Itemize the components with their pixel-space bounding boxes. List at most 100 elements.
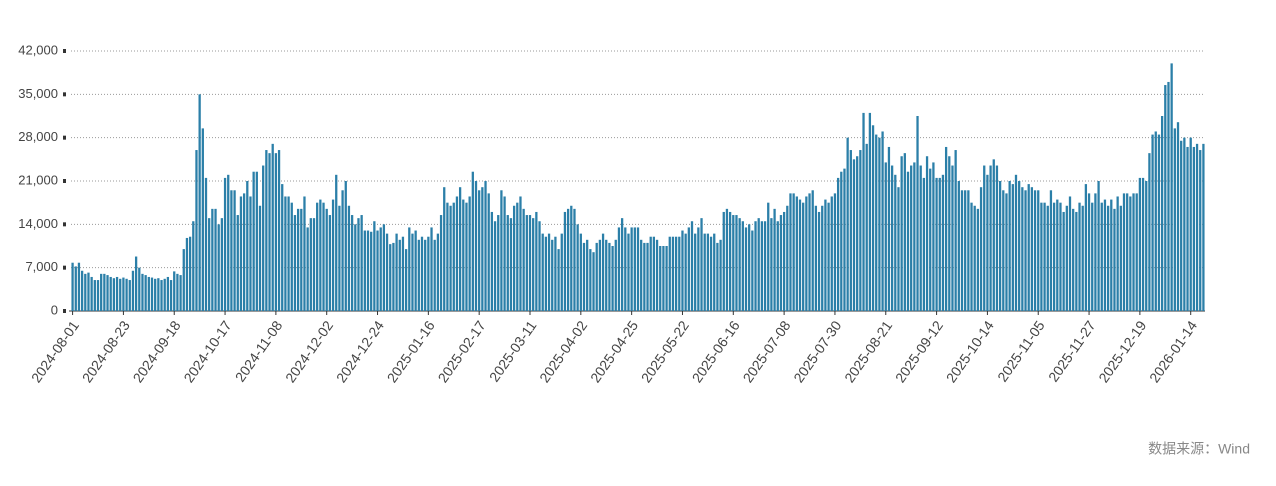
bar [344,181,347,311]
bar [1170,63,1173,311]
bar [493,221,497,311]
bar [1021,187,1024,311]
bar [71,262,74,311]
bar [544,236,548,311]
y-tick-mark [63,49,66,53]
bar [586,239,589,311]
bar [1094,193,1097,311]
bar [541,233,544,311]
bar [401,236,405,311]
bar [316,202,319,311]
bar [973,205,976,311]
bar [1062,211,1065,311]
bar [484,181,487,311]
bar [903,153,906,311]
bar [1195,143,1199,311]
bar [385,233,389,311]
bar [713,233,716,311]
bar [1052,202,1056,311]
bar [690,221,694,311]
bar [106,275,109,311]
x-tick-label: 2025-04-25 [587,318,641,386]
bar [74,266,77,311]
bar [579,233,582,311]
bar [322,202,325,311]
bar [884,162,887,311]
bar [528,215,532,311]
bar [744,227,748,311]
bar [103,273,106,311]
bar [960,190,964,311]
bar [1148,153,1151,311]
bar [1164,85,1167,311]
bar [1078,202,1081,311]
bar [566,208,570,311]
bar [325,208,328,311]
bar [1100,202,1103,311]
bar [379,227,382,311]
bar [792,193,795,311]
bar [490,211,494,311]
bar [989,165,992,311]
bar [1056,199,1059,311]
bar [979,187,983,311]
bar [598,239,602,311]
bar [370,231,373,311]
bar [1091,202,1094,311]
bar [424,239,427,311]
bar [640,239,643,311]
bar [208,218,211,311]
bar [281,184,284,311]
x-tick-label: 2025-04-02 [536,318,590,386]
x-tick-label: 2024-08-23 [79,318,133,386]
bar [109,276,112,311]
bar [192,221,195,311]
bar [458,187,462,311]
bar [1110,199,1113,311]
bar [535,211,538,311]
bar [694,233,697,311]
bar [309,218,312,311]
bar [627,233,630,311]
bar [1189,137,1192,311]
bar [373,221,376,311]
y-tick-mark [63,222,66,227]
bar [592,252,595,311]
bar [462,199,465,311]
bar [134,256,138,311]
bar [392,242,395,311]
bar [782,211,786,311]
bar [1173,128,1176,311]
bar [233,190,236,311]
bar [757,218,760,311]
bar [1002,190,1005,311]
bar [1018,181,1021,311]
bar [417,239,420,311]
bar [296,208,300,311]
bar [728,211,732,311]
bar [1160,116,1164,311]
bar [1167,81,1170,311]
x-tick-label: 2025-08-21 [841,318,895,386]
bar [427,236,430,311]
bar [125,278,128,311]
bar [1011,184,1014,311]
bar [160,280,163,311]
bar [1157,134,1161,311]
bar [703,233,706,311]
bar [570,205,573,311]
x-tick-label: 2024-09-18 [130,318,184,386]
bar [500,190,503,311]
bar [738,218,741,311]
bar [1059,202,1062,311]
bar [169,280,173,311]
bar [277,150,281,311]
bar [503,196,506,311]
bar [376,230,379,311]
bar [665,246,668,311]
bar [414,230,417,311]
bar [941,174,945,311]
bar [684,233,687,311]
bar [668,236,671,311]
